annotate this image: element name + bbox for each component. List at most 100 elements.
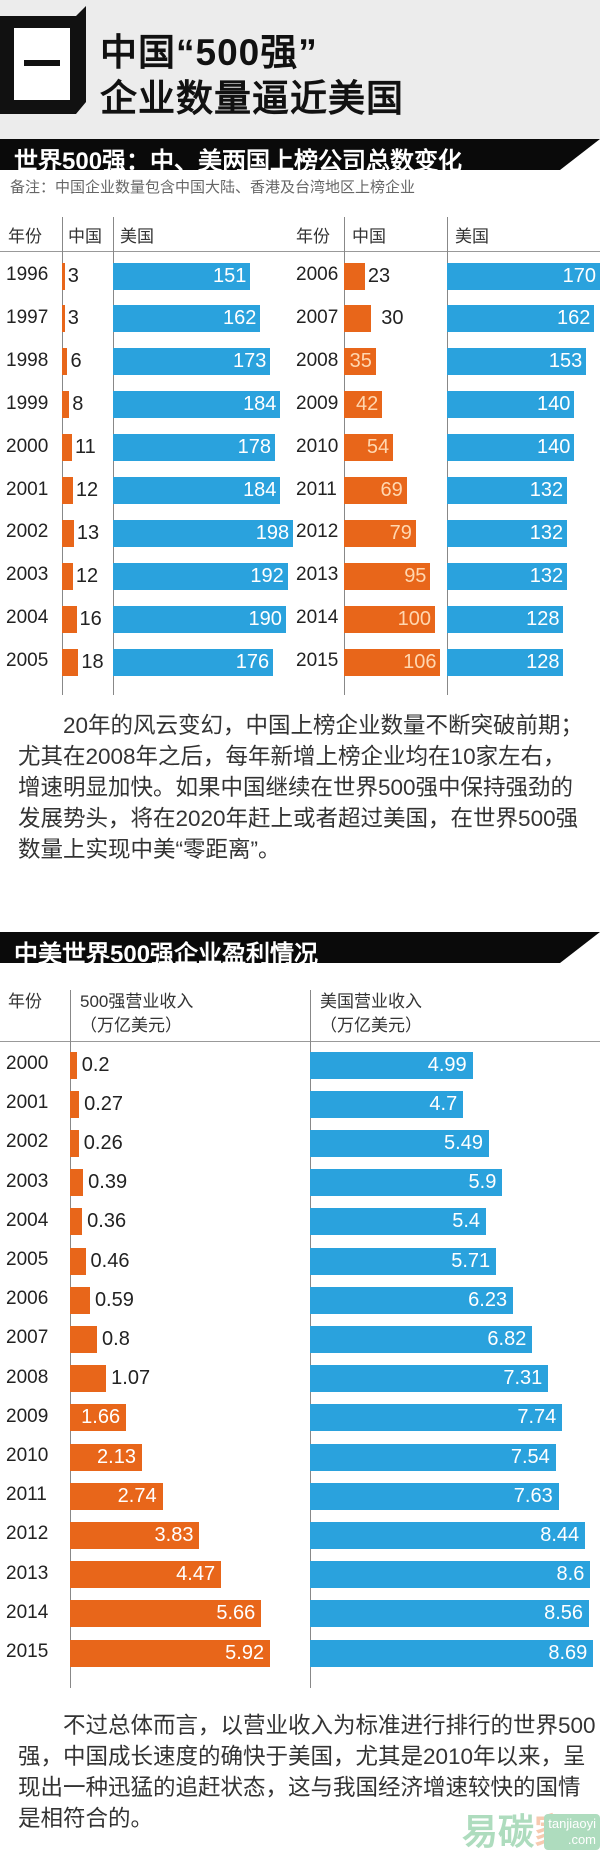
china-value: 106 [403, 650, 437, 673]
usa-value: 192 [250, 564, 284, 587]
year-label: 2003 [6, 1170, 49, 1192]
usa-bar [447, 648, 564, 676]
hero-header [0, 0, 600, 139]
year-label: 2004 [6, 1209, 49, 1231]
usa-revenue-value: 5.9 [468, 1171, 497, 1194]
section2-title-bar: 中美世界500强企业盈利情况 [0, 932, 600, 963]
usa-value: 173 [233, 350, 267, 373]
header-year: 年份 [8, 992, 42, 1011]
paragraph-line: 增速明显加快。如果中国继续在世界500强中保持强劲的 [18, 775, 574, 800]
china-revenue-bar [70, 1090, 80, 1118]
usa-bar [113, 305, 261, 333]
year-label: 2001 [6, 478, 49, 500]
china-revenue-value: 0.46 [90, 1249, 130, 1272]
china-bar [344, 262, 365, 290]
usa-revenue-value: 5.4 [452, 1210, 481, 1233]
china-bar [62, 605, 77, 633]
year-label: 2007 [296, 306, 339, 328]
usa-value: 153 [548, 350, 583, 373]
china-bar [62, 262, 65, 290]
china-value: 100 [397, 607, 431, 630]
usa-revenue-value: 5.49 [444, 1131, 483, 1154]
usa-value: 162 [557, 307, 591, 330]
china-value: 69 [380, 479, 403, 501]
year-label: 2000 [6, 435, 49, 457]
usa-revenue-value: 4.99 [427, 1053, 467, 1076]
china-revenue-bar [70, 1521, 200, 1549]
year-label: 2001 [6, 1092, 49, 1114]
year-label: 2002 [6, 521, 49, 543]
year-label: 2007 [6, 1327, 49, 1349]
year-label: 2003 [6, 564, 49, 586]
section2-title: 中美世界500强企业盈利情况 [14, 941, 319, 968]
usa-revenue-bar [310, 1169, 503, 1197]
china-value: 8 [72, 393, 84, 416]
usa-bar [447, 562, 568, 590]
china-revenue-value: 0.2 [81, 1053, 110, 1076]
usa-revenue-bar [310, 1443, 556, 1471]
year-label: 2005 [6, 1249, 49, 1270]
china-bar [344, 605, 435, 633]
china-bar [344, 648, 441, 676]
china-revenue-value: 3.83 [154, 1523, 194, 1546]
usa-bar [113, 391, 281, 419]
usa-bar [447, 434, 575, 462]
paragraph-line: 20年的风云变幻，中国上榜企业数量不断突破前期； [63, 713, 584, 738]
china-bar [344, 434, 394, 462]
usa-value: 190 [248, 607, 282, 630]
china-revenue-value: 0.59 [94, 1288, 134, 1311]
usa-value: 128 [526, 650, 560, 673]
china-revenue-bar [70, 1247, 86, 1275]
china-bar [344, 519, 416, 547]
year-label: 2008 [296, 349, 339, 371]
header-usa-rev-unit: （万亿美元） [320, 1016, 422, 1035]
china-value: 6 [70, 350, 82, 373]
china-value: 23 [367, 264, 391, 287]
year-label: 2006 [296, 264, 339, 285]
usa-revenue-bar [310, 1051, 473, 1079]
year-label: 2013 [296, 564, 339, 586]
china-bar [344, 348, 376, 376]
china-revenue-bar [70, 1404, 127, 1432]
year-label: 2013 [6, 1562, 49, 1584]
china-bar [344, 477, 407, 504]
year-label: 2009 [6, 1405, 49, 1427]
usa-revenue-value: 7.63 [513, 1484, 553, 1507]
usa-revenue-bar [310, 1521, 586, 1549]
year-label: 2012 [296, 521, 339, 543]
china-bar [344, 305, 372, 333]
usa-bar [113, 434, 275, 462]
china-revenue-value: 0.8 [102, 1327, 130, 1350]
paragraph-line: 不过总体而言，以营业收入为标准进行排行的世界500 [63, 1713, 596, 1738]
year-label: 1999 [6, 392, 49, 414]
china-bar [62, 519, 74, 547]
paragraph-line: 是相符合的。 [18, 1806, 154, 1831]
usa-value: 140 [537, 436, 571, 459]
usa-value: 162 [223, 307, 257, 330]
paragraph-line: 强，中国成长速度的确快于美国，尤其是2010年以来，呈 [18, 1744, 586, 1769]
paragraph-line: 现出一种迅猛的追赶状态，这与我国经济增速较快的国情 [18, 1775, 581, 1800]
usa-revenue-value: 6.82 [487, 1327, 527, 1350]
china-revenue-value: 5.92 [225, 1641, 265, 1664]
usa-revenue-value: 7.54 [510, 1445, 550, 1468]
usa-bar [447, 605, 564, 633]
year-label: 2011 [6, 1484, 47, 1506]
year-label: 2009 [296, 392, 339, 414]
usa-value: 132 [529, 479, 564, 501]
year-label: 2014 [296, 607, 339, 629]
usa-bar [113, 605, 286, 633]
usa-bar [447, 348, 587, 376]
china-value: 16 [79, 607, 102, 630]
china-revenue-value: 1.66 [81, 1406, 121, 1429]
china-value: 12 [75, 564, 99, 587]
china-bar [344, 391, 383, 419]
china-value: 13 [76, 521, 100, 544]
year-label: 2005 [6, 650, 49, 672]
china-bar [344, 562, 431, 590]
china-revenue-value: 0.27 [84, 1092, 124, 1115]
watermark-logo: 易碳家 tanjiaoyi.com [462, 1810, 600, 1858]
header-china-right: 中国 [352, 227, 386, 246]
china-revenue-bar [70, 1443, 142, 1471]
china-revenue-value: 0.36 [87, 1210, 127, 1233]
china-revenue-bar [70, 1561, 222, 1589]
